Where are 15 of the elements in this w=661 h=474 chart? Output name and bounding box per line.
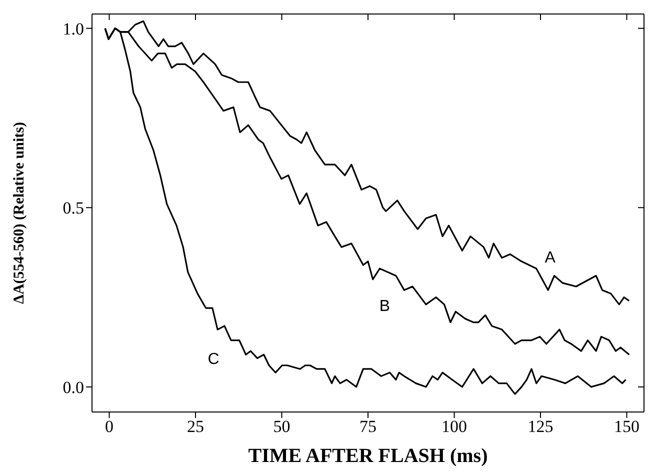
- x-tick-label: 50: [273, 417, 290, 436]
- x-tick-label: 150: [614, 417, 640, 436]
- series-label: B: [379, 298, 390, 316]
- series-label: A: [544, 250, 556, 267]
- y-axis-title: ΔA(554-560) (Relative units): [11, 122, 28, 304]
- x-tick-label: 0: [105, 417, 114, 436]
- x-tick-label: 100: [442, 417, 467, 436]
- y-tick-label: 1.0: [62, 19, 84, 38]
- series-label: C: [208, 351, 220, 368]
- x-tick-label: 25: [187, 417, 204, 436]
- x-tick-label: 75: [360, 417, 376, 436]
- x-tick-label: 125: [528, 417, 554, 436]
- y-tick-label: 0.5: [62, 198, 84, 218]
- x-axis-title: TIME AFTER FLASH (ms): [248, 445, 488, 467]
- y-tick-label: 0.0: [62, 378, 84, 397]
